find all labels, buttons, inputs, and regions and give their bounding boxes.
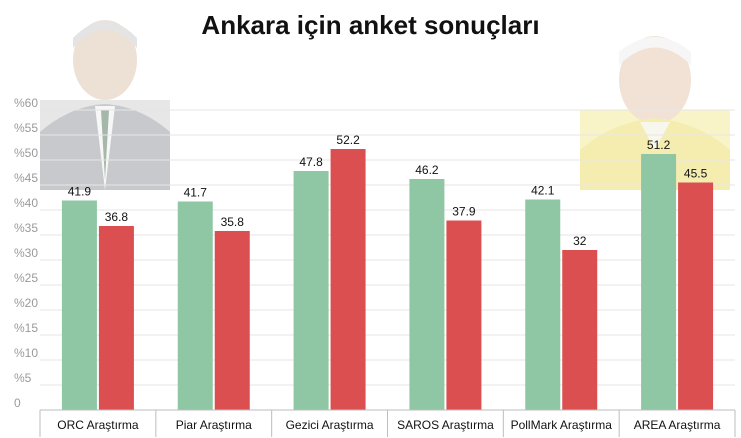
bar-series-1 (177, 201, 213, 410)
y-tick-label: %25 (14, 271, 38, 285)
bar-value-label: 42.1 (531, 184, 555, 198)
y-tick-label: %50 (14, 146, 38, 160)
bar-series-2 (562, 250, 598, 410)
bar-series-2 (98, 226, 134, 410)
bar-series-2 (446, 220, 482, 410)
bar-value-label: 46.2 (415, 163, 439, 177)
left-candidate-portrait (40, 20, 170, 190)
y-tick-label: %60 (14, 96, 38, 110)
bar-value-label: 32 (573, 234, 587, 248)
y-tick-label: %15 (14, 321, 38, 335)
y-tick-label: %55 (14, 121, 38, 135)
bar-value-label: 41.9 (68, 185, 92, 199)
bar-value-label: 51.2 (647, 138, 671, 152)
bar-value-label: 52.2 (336, 133, 360, 147)
bar-series-1 (525, 199, 561, 410)
bar-value-label: 45.5 (684, 167, 708, 181)
bar-series-2 (214, 231, 250, 410)
bar-value-label: 41.7 (184, 186, 208, 200)
bar-value-label: 37.9 (452, 205, 476, 219)
category-label: Gezici Araştırma (286, 418, 374, 432)
bar-series-1 (293, 171, 329, 410)
bar-series-1 (61, 200, 97, 410)
y-tick-label: %20 (14, 296, 38, 310)
bar-series-2 (678, 182, 714, 410)
y-tick-label: %5 (14, 371, 32, 385)
y-tick-label: %40 (14, 196, 38, 210)
bar-series-1 (641, 154, 677, 410)
bar-series-2 (330, 149, 366, 410)
bar-value-label: 47.8 (299, 155, 323, 169)
y-tick-label: %30 (14, 246, 38, 260)
chart-title: Ankara için anket sonuçları (201, 10, 540, 40)
bar-value-label: 36.8 (105, 210, 129, 224)
bar-value-label: 35.8 (221, 215, 245, 229)
y-tick-label: %10 (14, 346, 38, 360)
y-tick-label: 0 (14, 396, 21, 410)
category-label: PollMark Araştırma (511, 418, 613, 432)
bar-series-1 (409, 179, 445, 410)
y-tick-label: %45 (14, 171, 38, 185)
category-label: ORC Araştırma (57, 418, 139, 432)
category-label: Piar Araştırma (176, 418, 252, 432)
category-label: AREA Araştırma (634, 418, 721, 432)
y-tick-label: %35 (14, 221, 38, 235)
category-label: SAROS Araştırma (397, 418, 494, 432)
